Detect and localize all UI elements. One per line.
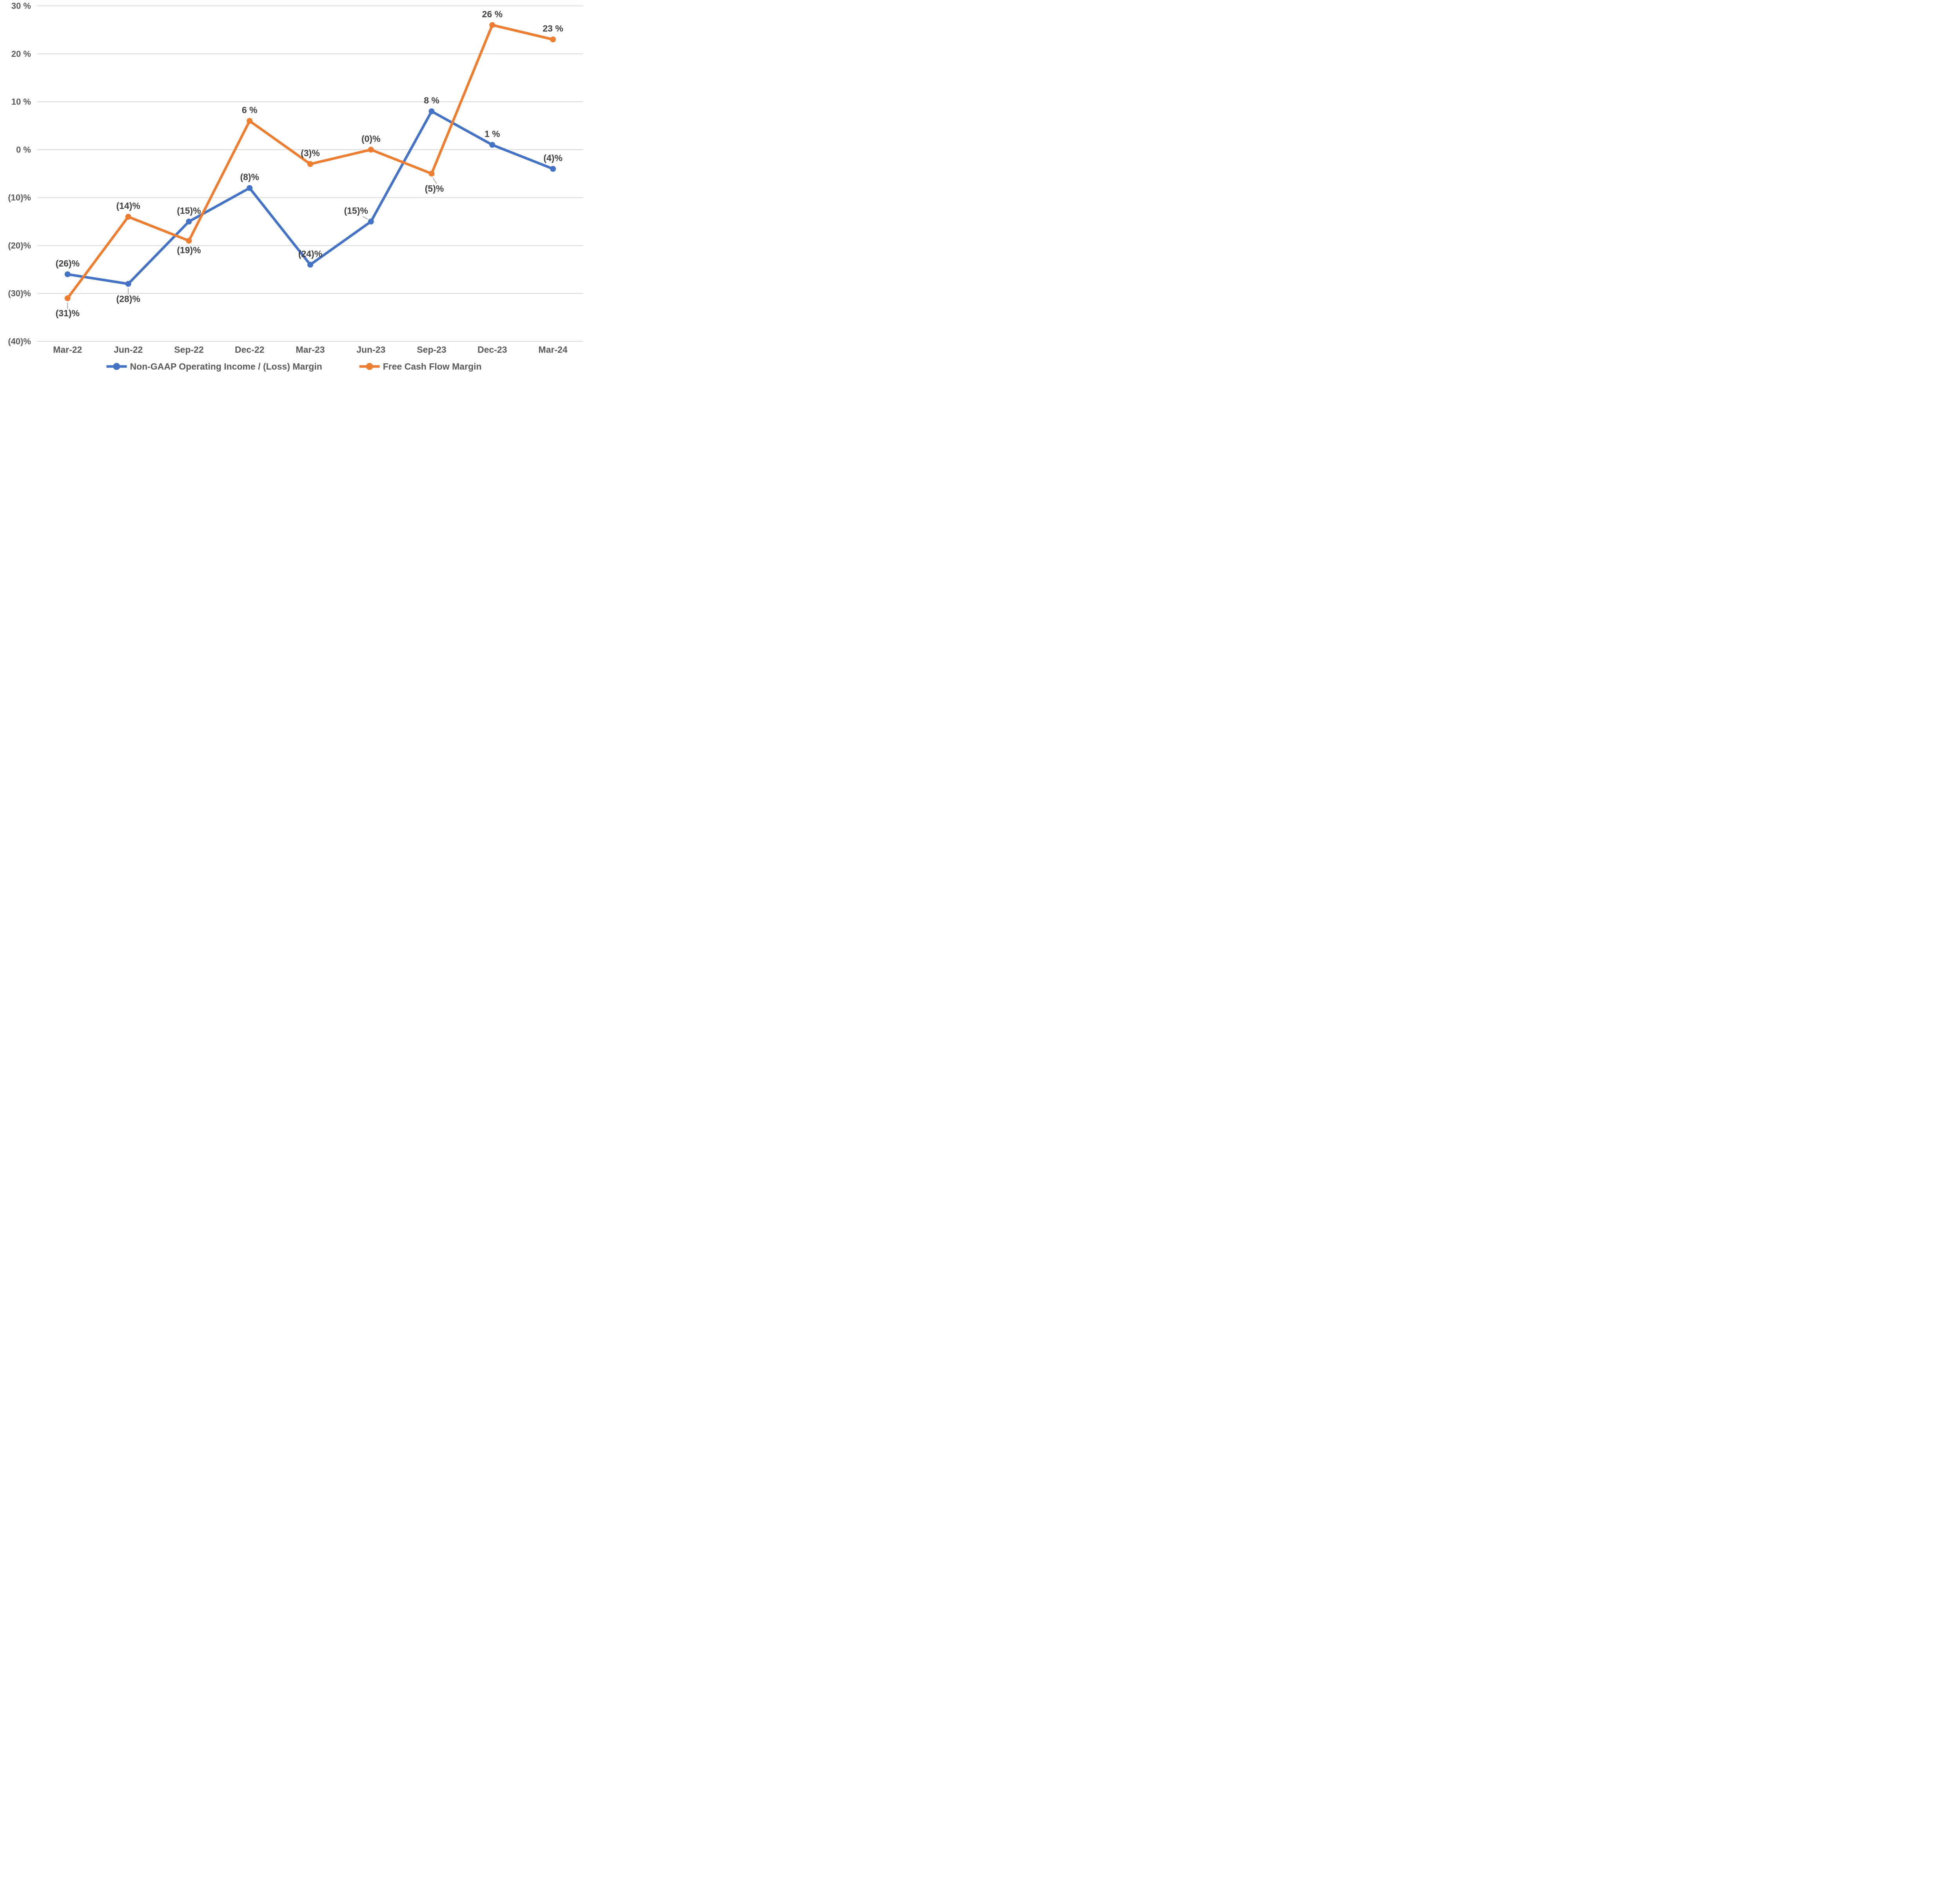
y-tick-label: 10 % [11,97,31,107]
chart-canvas: 30 % 20 % 10 % 0 % (10)% (20)% (30)% (40)% Mar-2… [0,0,588,377]
data-point [489,142,495,148]
x-tick-label: Sep-22 [174,345,203,355]
y-tick-label: 0 % [16,145,31,154]
x-tick-label: Mar-22 [53,345,82,355]
x-tick-label: Jun-23 [356,345,385,355]
data-label: 8 % [424,95,439,105]
data-point [247,185,253,191]
legend: Non-GAAP Operating Income / (Loss) Margi… [106,361,482,372]
data-point [428,170,435,177]
legend-dot-icon [113,363,120,370]
x-tick-label: Jun-22 [114,345,143,355]
data-label: (26)% [56,258,80,268]
x-tick-label: Mar-23 [296,345,325,355]
data-point [550,166,556,172]
y-tick-label: (30)% [8,288,31,298]
data-label: (14)% [116,201,140,211]
data-label: (28)% [116,294,140,304]
x-tick-label: Dec-23 [477,345,507,355]
leader-line [362,216,368,220]
data-point [186,238,192,244]
legend-item: Free Cash Flow Margin [359,361,482,372]
data-label: 6 % [242,105,258,115]
x-tick-label: Mar-24 [539,345,568,355]
data-point [368,218,374,225]
y-tick-label: (10)% [8,193,31,203]
data-label: (19)% [177,245,201,255]
data-point [125,214,131,220]
data-point [64,271,71,277]
data-point [64,295,71,301]
data-label: (24)% [298,248,322,259]
data-label: (4)% [543,153,563,163]
data-label: (15)% [177,205,201,216]
data-point [489,22,495,28]
data-label: (5)% [425,183,444,194]
data-point [247,118,253,124]
leader-line [432,177,437,184]
legend-dot-icon [366,363,373,370]
data-label: (3)% [301,148,320,158]
y-tick-label: 20 % [11,49,31,59]
data-point [125,281,131,287]
data-point [307,261,313,268]
x-tick-label: Sep-23 [417,345,446,355]
data-label: (0)% [361,134,381,144]
y-tick-label: (40)% [8,337,31,346]
legend-label: Non-GAAP Operating Income / (Loss) Margi… [130,361,322,372]
data-label: (8)% [240,172,259,182]
y-tick-label: (20)% [8,241,31,250]
legend-item: Non-GAAP Operating Income / (Loss) Margi… [106,361,322,372]
data-point [550,36,556,43]
line-chart: 30 % 20 % 10 % 0 % (10)% (20)% (30)% (40)% Mar-2… [0,0,588,377]
data-label: 1 % [485,129,500,139]
x-tick-label: Dec-22 [235,345,264,355]
data-label: (15)% [344,205,368,216]
data-label: 26 % [482,9,503,19]
data-point [186,218,192,225]
data-point [307,161,313,167]
data-label: (31)% [56,308,80,318]
data-point [368,147,374,153]
legend-label: Free Cash Flow Margin [383,361,482,372]
y-tick-label: 30 % [11,1,31,11]
data-label: 23 % [543,24,563,34]
data-point [428,108,435,114]
